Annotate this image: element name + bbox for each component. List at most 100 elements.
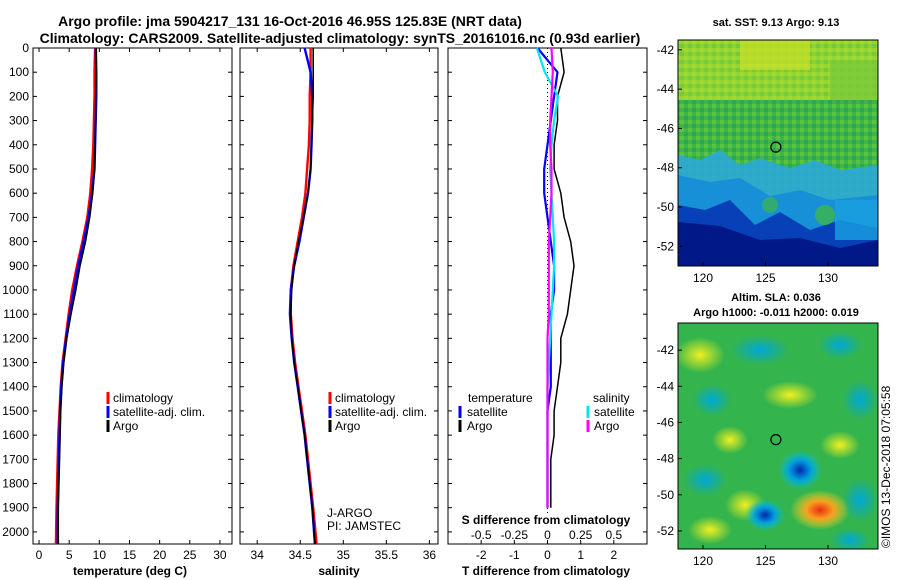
legend-argo: Argo [113,419,139,433]
salinity-panel [239,47,439,545]
legend-satellite: satellite-adj. clim. [113,405,205,419]
top-x-tick-label: -0.25 [501,528,529,542]
top-x-tick-label: -0.5 [471,528,492,542]
x-tick-label: 34.5 [289,548,313,562]
series-satellite-adj-clim- [288,47,317,545]
temperature-xlabel: temperature (deg C) [73,564,187,578]
legend-climatology: climatology [335,391,395,405]
title-line2: Climatology: CARS2009. Satellite-adjuste… [40,30,641,46]
top-x-tick-label: 0 [544,528,551,542]
series-t-argo [550,47,575,508]
argo-location-marker [770,141,782,153]
map-y-tick-label: -44 [657,379,675,393]
y-tick-label: 300 [9,114,29,128]
y-tick-label: 1600 [2,428,29,442]
y-tick-label: 400 [9,138,29,152]
series-argo [289,48,316,545]
series-s-argo [546,47,554,508]
x-tick-label: 15 [123,548,137,562]
salinity-xlabel: salinity [318,564,360,578]
sla-map-title-line2: Argo h1000: -0.011 h2000: 0.019 [693,307,859,319]
top-x-tick-label: 0.25 [569,528,593,542]
map-y-tick-label: -42 [657,343,675,357]
legend-salinity-title: salinity [593,391,630,405]
x-tick-label: 36 [423,548,437,562]
title-line1: Argo profile: jma 5904217_131 16-Oct-201… [58,13,522,29]
x-tick-label: 1 [577,548,584,562]
legend-t-satellite: satellite [467,405,508,419]
y-tick-label: 1100 [3,307,29,321]
x-tick-label: 25 [183,548,197,562]
map-y-tick-label: -48 [657,161,675,175]
x-tick-label: 35.5 [375,548,399,562]
annotation-jargo: J-ARGO [327,506,372,520]
legend-t-argo: Argo [467,419,493,433]
map-y-tick-label: -52 [657,524,675,538]
x-tick-label: 2 [610,548,617,562]
map-y-tick-label: -52 [657,239,675,253]
x-tick-label: 30 [213,548,227,562]
map-y-tick-label: -44 [657,82,675,96]
y-tick-label: 100 [9,65,29,79]
y-tick-label: 1900 [2,501,29,515]
y-tick-label: 600 [9,186,29,200]
x-tick-label: 34 [251,548,265,562]
legend-argo: Argo [335,419,361,433]
salinity-plot: 34 34.5 35 35.5 36 [240,47,438,562]
top-x-tick-label: 0.5 [605,528,622,542]
y-tick-label: 1300 [2,356,29,370]
y-tick-label: 700 [9,210,29,224]
y-tick-label: 1800 [2,477,29,491]
difference-plot: -2 -1 0 1 2 -0.5 -0.25 0 0.25 0.5 [448,47,647,562]
legend-s-satellite: satellite [594,405,635,419]
map-x-tick-label: 125 [755,271,775,285]
x-tick-label: 5 [66,548,73,562]
y-tick-label: 200 [9,89,29,103]
x-tick-label: -2 [476,548,487,562]
sst-map-frame [677,39,879,267]
legend-s-argo: Argo [594,419,620,433]
series-climatology [54,47,97,545]
sst-map-image [678,40,878,266]
temperature-plot: 0100200300400500600700800900100011001200… [2,41,232,562]
x-tick-label: -1 [509,548,520,562]
difference-legend: temperature satellite Argo salinity sate… [458,391,635,433]
sst-map-title: sat. SST: 9.13 Argo: 9.13 [713,17,840,29]
map-x-tick-label: 120 [693,554,713,568]
salinity-legend: climatology satellite-adj. clim. Argo J-… [327,391,427,533]
x-tick-label: 0 [544,548,551,562]
y-tick-label: 1400 [2,380,29,394]
y-tick-label: 1500 [2,404,29,418]
temperature-panel [32,47,233,545]
sla-map-title-line1: Altim. SLA: 0.036 [731,292,821,304]
sla-map-axes: 120 125 130 -42 -44 -46 -48 -50 -52 [657,343,839,568]
sst-map-axes: 120 125 130 -42 -44 -46 -48 -50 -52 [657,43,839,285]
difference-top-xlabel: S difference from climatology [462,513,631,527]
legend-climatology: climatology [113,391,173,405]
map-x-tick-label: 130 [818,271,838,285]
x-tick-label: 0 [36,548,43,562]
y-tick-label: 2000 [2,525,29,539]
y-tick-label: 800 [9,235,29,249]
difference-xlabel: T difference from climatology [462,564,630,578]
map-y-tick-label: -46 [657,415,675,429]
y-tick-label: 1200 [2,331,29,345]
map-y-tick-label: -46 [657,121,675,135]
map-y-tick-label: -50 [657,488,675,502]
map-x-tick-label: 125 [755,554,775,568]
y-tick-label: 0 [22,41,29,55]
y-tick-label: 500 [9,162,29,176]
legend-temperature-title: temperature [468,391,533,405]
legend-satellite: satellite-adj. clim. [335,405,427,419]
argo-location-marker [770,434,782,446]
credit: ©IMOS 13-Dec-2018 07:05:58 [879,385,893,548]
map-y-tick-label: -50 [657,200,675,214]
x-tick-label: 20 [153,548,167,562]
y-tick-label: 1700 [2,452,29,466]
map-y-tick-label: -42 [657,43,675,57]
y-tick-label: 900 [9,259,29,273]
series-argo [57,48,98,544]
y-tick-label: 1000 [2,283,29,297]
series-satellite-adj-clim- [56,47,98,544]
